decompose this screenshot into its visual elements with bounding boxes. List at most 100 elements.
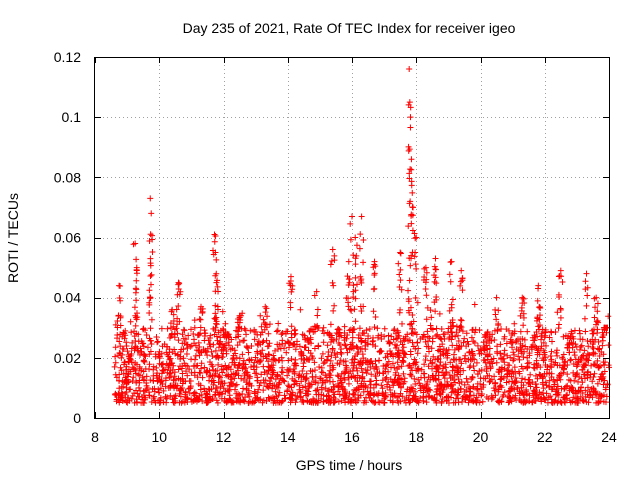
data-point — [120, 329, 127, 336]
data-point — [408, 330, 415, 337]
data-point — [210, 381, 217, 388]
data-point — [396, 283, 403, 290]
data-point — [521, 336, 528, 343]
data-point — [517, 312, 524, 319]
data-point — [477, 346, 484, 353]
data-point — [398, 384, 405, 391]
data-point — [318, 395, 325, 402]
data-point — [188, 326, 195, 333]
data-point — [284, 372, 291, 379]
data-point — [332, 354, 339, 361]
data-point — [269, 364, 276, 371]
y-tick-label: 0.08 — [54, 169, 81, 185]
data-point — [278, 368, 285, 375]
data-point — [288, 355, 295, 362]
data-point — [114, 318, 121, 325]
data-point — [447, 359, 454, 366]
data-point — [300, 363, 307, 370]
data-point — [123, 399, 130, 406]
data-point — [115, 312, 122, 319]
data-point — [148, 271, 155, 278]
data-point — [173, 325, 180, 332]
data-point — [344, 349, 351, 356]
data-point — [135, 384, 142, 391]
data-point — [197, 370, 204, 377]
data-point — [372, 373, 379, 380]
data-point — [523, 386, 530, 393]
data-point — [548, 356, 555, 363]
data-point — [360, 303, 367, 310]
data-point — [377, 347, 384, 354]
data-point — [115, 377, 122, 384]
data-point — [554, 377, 561, 384]
data-point — [466, 393, 473, 400]
data-point — [470, 338, 477, 345]
data-point — [212, 347, 219, 354]
data-point — [367, 392, 374, 399]
data-point — [347, 220, 354, 227]
data-point — [147, 377, 154, 384]
data-point — [376, 357, 383, 364]
data-point — [424, 381, 431, 388]
data-point — [131, 390, 138, 397]
data-point — [128, 359, 135, 366]
data-point — [352, 234, 359, 241]
data-point — [486, 351, 493, 358]
data-point — [555, 321, 562, 328]
data-point — [241, 372, 248, 379]
x-tick-label: 24 — [601, 429, 617, 445]
x-tick-label: 16 — [344, 429, 360, 445]
data-point — [306, 383, 313, 390]
data-point — [114, 324, 121, 331]
data-point — [174, 291, 181, 298]
data-point — [594, 329, 601, 336]
data-point — [353, 399, 360, 406]
data-point — [524, 364, 531, 371]
data-point — [148, 232, 155, 239]
data-point — [235, 398, 242, 405]
data-point — [241, 337, 248, 344]
data-point — [320, 360, 327, 367]
data-point — [327, 378, 334, 385]
data-point — [116, 385, 123, 392]
data-point — [397, 277, 404, 284]
data-point — [133, 256, 140, 263]
data-point — [548, 329, 555, 336]
data-point — [334, 326, 341, 333]
data-point — [486, 378, 493, 385]
data-point — [378, 348, 385, 355]
data-point — [424, 328, 431, 335]
data-point — [423, 276, 430, 283]
data-point — [454, 391, 461, 398]
data-point — [412, 235, 419, 242]
data-point — [191, 317, 198, 324]
data-point — [454, 369, 461, 376]
data-point — [499, 393, 506, 400]
data-point — [257, 350, 264, 357]
data-point — [597, 398, 604, 405]
data-point — [428, 325, 435, 332]
data-point — [560, 333, 567, 340]
y-tick-label: 0.06 — [54, 230, 81, 246]
data-point — [554, 362, 561, 369]
data-point — [452, 333, 459, 340]
data-point — [557, 314, 564, 321]
data-point — [153, 364, 160, 371]
data-point — [275, 346, 282, 353]
data-point — [493, 359, 500, 366]
data-point — [129, 339, 136, 346]
data-point — [111, 363, 118, 370]
data-point — [132, 285, 139, 292]
data-point — [510, 380, 517, 387]
data-point — [232, 350, 239, 357]
data-point — [394, 349, 401, 356]
data-point — [385, 358, 392, 365]
data-point — [353, 343, 360, 350]
data-point — [601, 377, 608, 384]
data-point — [503, 371, 510, 378]
data-point — [244, 391, 251, 398]
data-point — [594, 317, 601, 324]
data-point — [236, 338, 243, 345]
data-point — [341, 374, 348, 381]
data-point — [427, 322, 434, 329]
